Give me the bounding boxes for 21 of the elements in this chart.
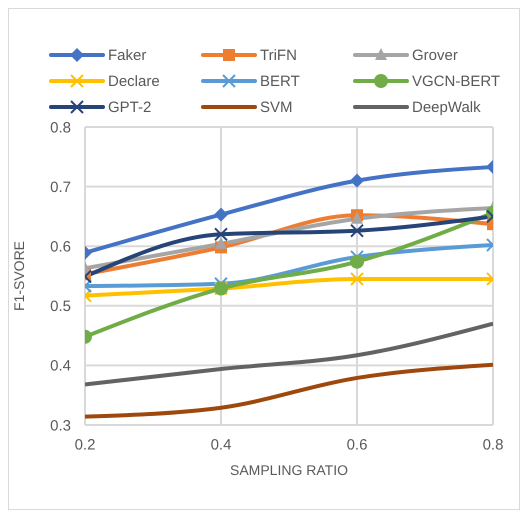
legend-label: TriFN: [260, 46, 297, 64]
legend-label: Faker: [108, 46, 146, 64]
y-tick-label: 0.6: [50, 238, 71, 256]
y-tick-label: 0.4: [50, 358, 71, 375]
y-axis-title: F1-SVORE: [10, 240, 27, 312]
y-tick-label: 0.8: [50, 119, 71, 136]
x-tick-label: 0.8: [482, 436, 504, 454]
x-tick-label: 0.2: [74, 436, 96, 454]
y-tick-label: 0.5: [50, 298, 71, 316]
legend-label: SVM: [260, 98, 293, 116]
x-tick-label: 0.4: [210, 436, 232, 454]
legend-label: Grover: [412, 46, 458, 64]
x-axis-title: SAMPLING RATIO: [230, 462, 348, 478]
y-tick-label: 0.7: [50, 178, 71, 196]
legend-label: DeepWalk: [412, 98, 481, 116]
legend-label: GPT-2: [108, 98, 152, 116]
legend-label: Declare: [108, 72, 160, 90]
x-tick-label: 0.6: [346, 436, 368, 454]
legend-label: VGCN-BERT: [412, 72, 500, 90]
legend-label: BERT: [260, 72, 300, 90]
y-tick-label: 0.3: [50, 417, 71, 434]
